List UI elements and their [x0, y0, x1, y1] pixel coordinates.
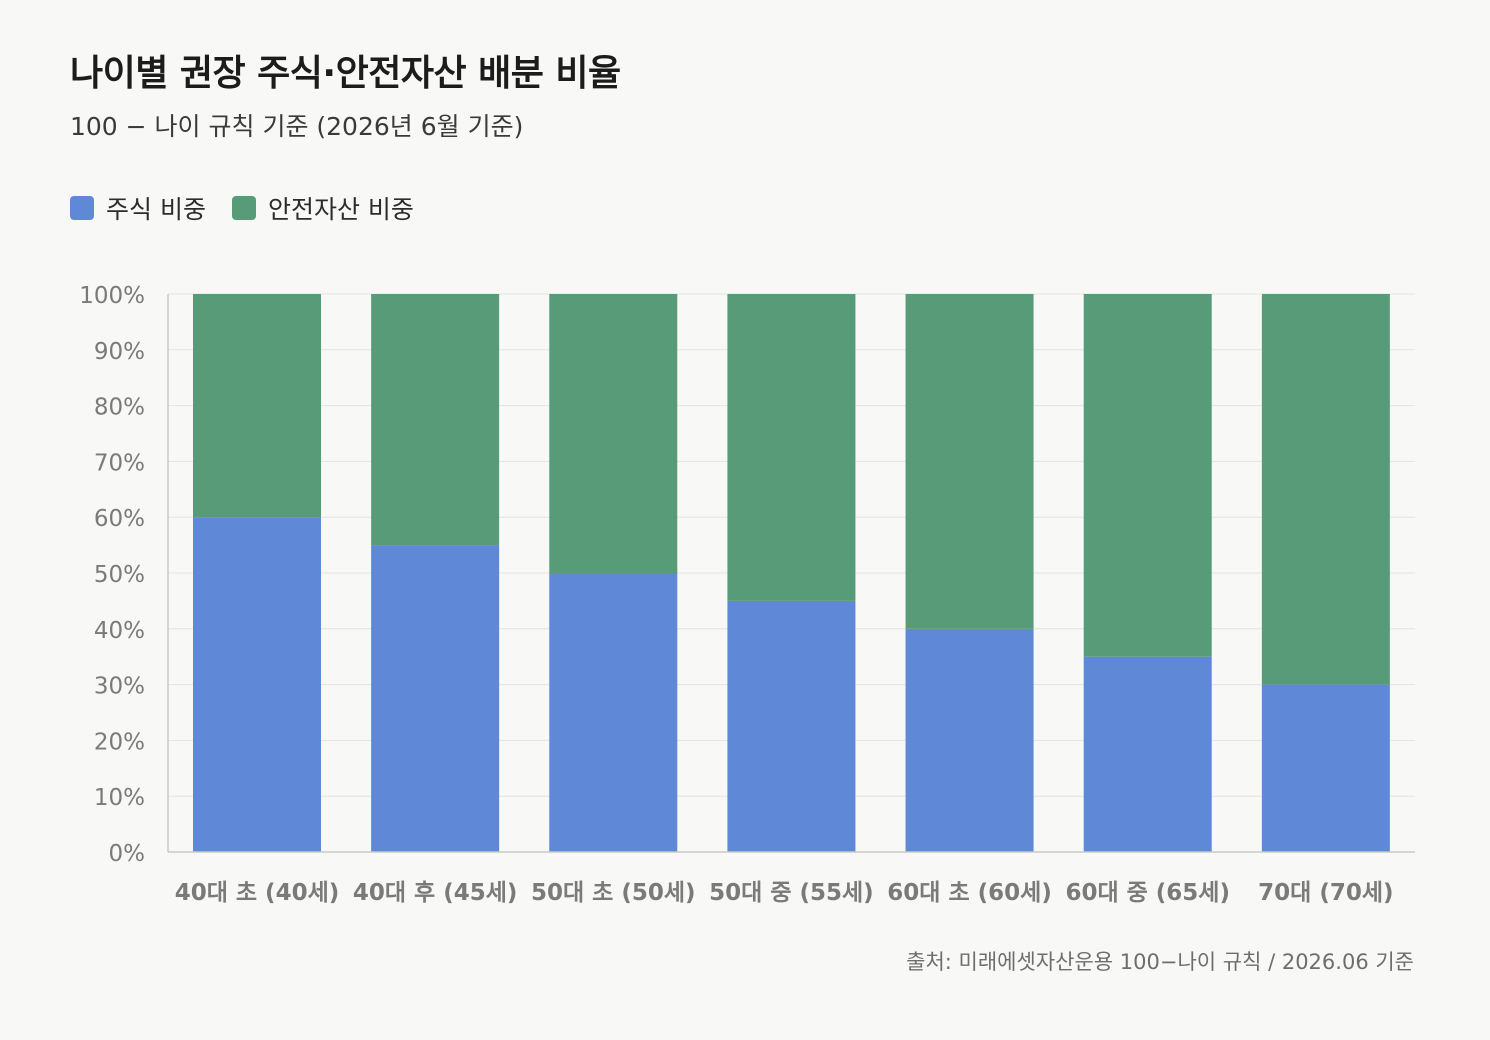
bar-stock[interactable]: [905, 628, 1034, 852]
bar-stock[interactable]: [371, 545, 500, 852]
y-tick-label: 90%: [94, 339, 145, 365]
legend-swatch-stock: [70, 196, 94, 220]
bar-stock[interactable]: [1083, 656, 1212, 852]
bar-safe[interactable]: [371, 294, 500, 546]
y-tick-label: 0%: [109, 841, 146, 867]
y-tick-label: 100%: [79, 283, 145, 309]
chart-title: 나이별 권장 주식·안전자산 배분 비율: [70, 53, 621, 94]
x-tick-label: 70대 (70세): [1258, 880, 1393, 906]
bar-safe[interactable]: [1083, 294, 1212, 657]
y-tick-label: 40%: [94, 618, 145, 644]
bar-stock[interactable]: [1261, 684, 1390, 852]
legend: 주식 비중 안전자산 비중: [70, 190, 440, 226]
source-note: 출처: 미래에셋자산운용 100−나이 규칙 / 2026.06 기준: [906, 950, 1414, 974]
x-tick-label: 40대 초 (40세): [175, 880, 340, 906]
bar-safe[interactable]: [727, 294, 856, 601]
bar-safe[interactable]: [193, 294, 321, 518]
y-tick-label: 80%: [94, 395, 145, 421]
y-tick-label: 10%: [94, 785, 145, 811]
bar-stock[interactable]: [549, 573, 678, 852]
bar-stock[interactable]: [193, 517, 321, 852]
x-tick-label: 40대 후 (45세): [353, 880, 518, 906]
x-tick-label: 50대 초 (50세): [531, 880, 696, 906]
y-tick-label: 70%: [94, 450, 145, 476]
x-tick-label: 60대 초 (60세): [887, 880, 1052, 906]
bar-safe[interactable]: [905, 294, 1034, 629]
x-tick-label: 50대 중 (55세): [709, 880, 874, 906]
y-tick-label: 60%: [94, 506, 145, 532]
legend-item-stock[interactable]: 주식 비중: [70, 190, 206, 226]
bar-safe[interactable]: [549, 294, 678, 573]
bar-stock[interactable]: [727, 600, 856, 852]
y-tick-label: 20%: [94, 729, 145, 755]
legend-label-stock: 주식 비중: [106, 195, 206, 224]
legend-item-safe[interactable]: 안전자산 비중: [231, 190, 414, 226]
chart-subtitle: 100 − 나이 규칙 기준 (2026년 6월 기준): [70, 112, 524, 141]
bar-safe[interactable]: [1261, 294, 1390, 685]
y-tick-label: 30%: [94, 674, 145, 700]
legend-swatch-safe: [231, 196, 256, 220]
x-tick-label: 60대 중 (65세): [1065, 880, 1230, 906]
y-tick-label: 50%: [94, 562, 145, 588]
legend-label-safe: 안전자산 비중: [267, 195, 414, 224]
